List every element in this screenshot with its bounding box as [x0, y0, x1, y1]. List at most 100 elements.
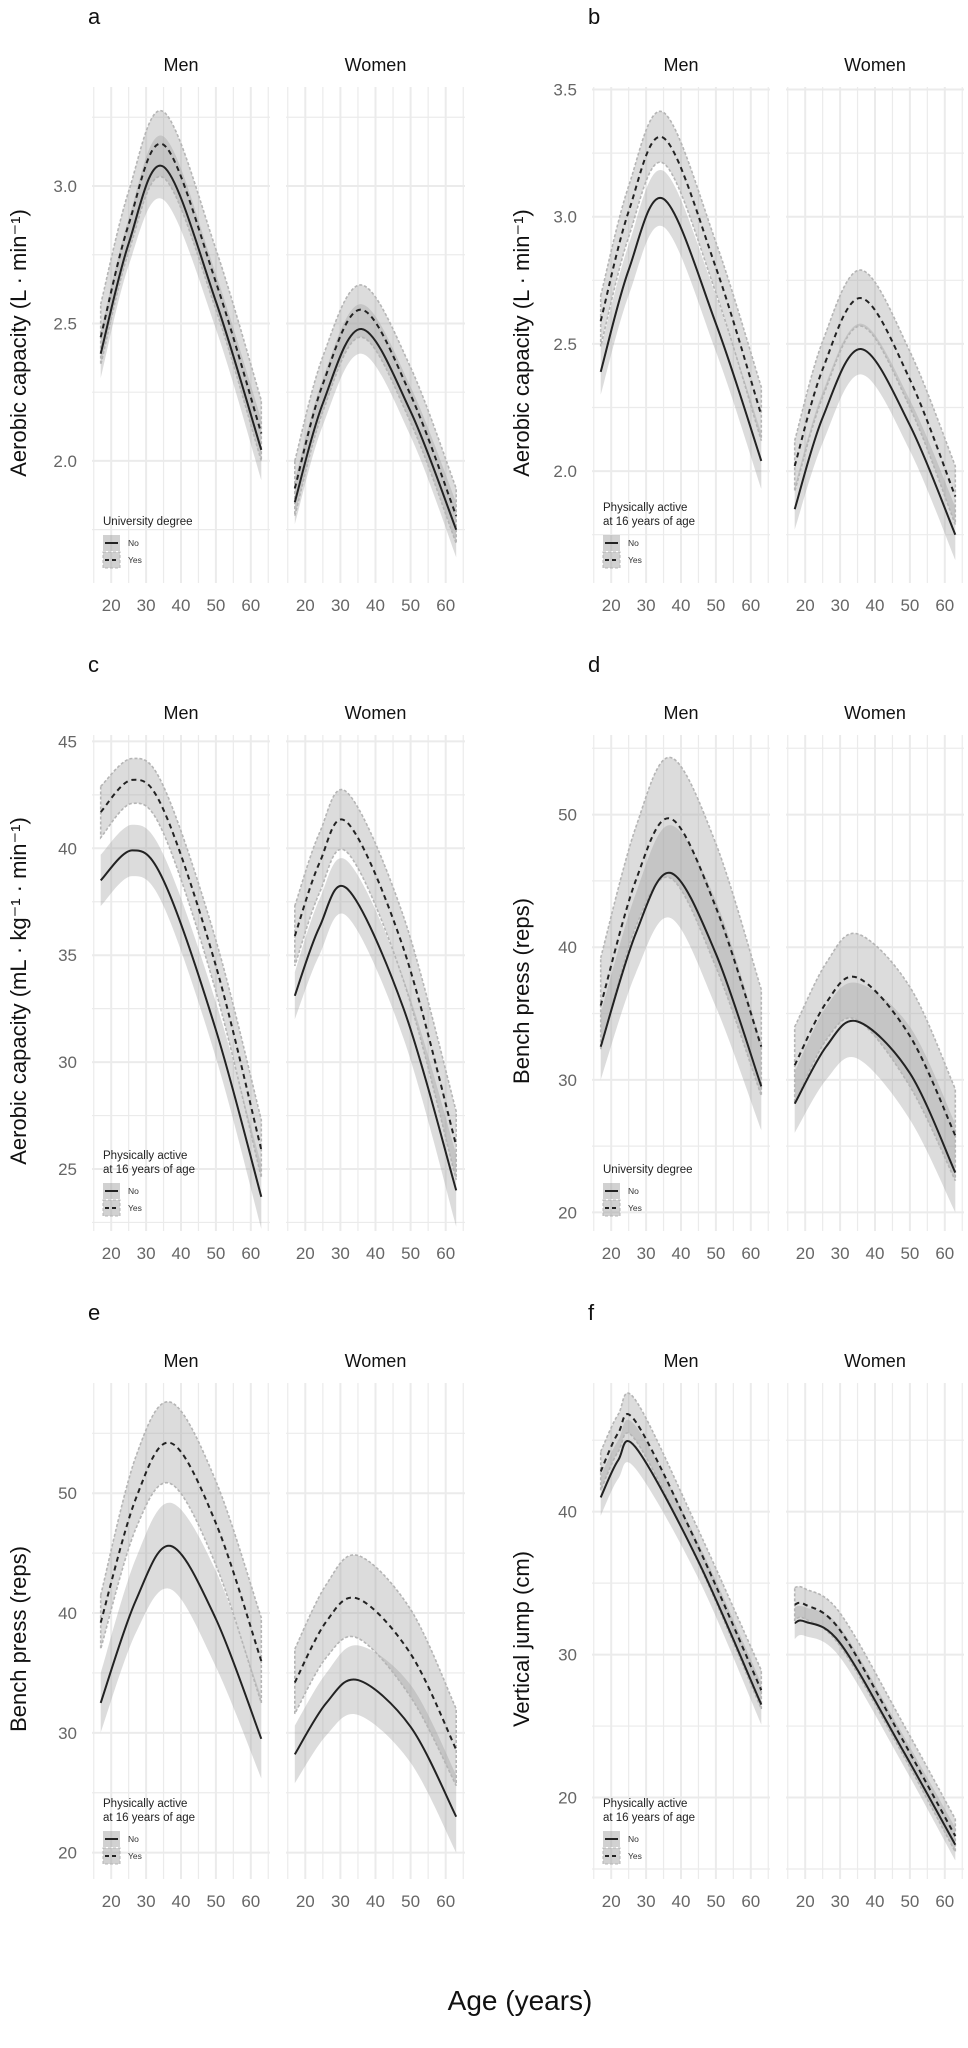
x-tick-label: 40: [172, 1244, 191, 1263]
fit-line-yes: [599, 1413, 763, 1691]
legend-key-box: [602, 1199, 621, 1217]
legend-label: Yes: [128, 1851, 142, 1861]
ci-band-no: [794, 1605, 956, 1861]
y-tick-label: 50: [58, 1484, 77, 1503]
y-tick-label: 25: [58, 1160, 77, 1179]
ci-band-yes: [599, 1392, 763, 1710]
panels: a Aerobic capacity (L · min⁻¹) 2.0 2.5 3.0 Me…: [6, 4, 964, 1911]
facet-women: Women 20 30 40 50 60: [286, 1351, 465, 1911]
x-tick-label: 40: [172, 1892, 191, 1911]
legend-label: Yes: [128, 555, 142, 565]
y-axis-title: Aerobic capacity (L · min⁻¹): [6, 209, 31, 477]
panel-c: c Aerobic capacity (mL · kg⁻¹ · min⁻¹) 25 3…: [6, 652, 465, 1263]
legend-label: No: [628, 538, 639, 548]
facet-strip-label: Women: [844, 1351, 906, 1371]
facet-strip-label: Men: [163, 55, 198, 75]
x-tick-label: 20: [602, 1892, 621, 1911]
y-tick-label: 20: [58, 1844, 77, 1863]
legend-key-box: [602, 1847, 621, 1865]
legend: Physically active at 16 years of age No Yes: [602, 1798, 695, 1865]
fit-line-yes: [99, 1441, 263, 1662]
x-tick-label: 30: [637, 1244, 656, 1263]
ci-band-no: [794, 982, 956, 1213]
fit-line-yes: [99, 778, 263, 1151]
x-tick-label: 60: [741, 1244, 760, 1263]
fit-line-no: [293, 885, 458, 1191]
x-tick-label: 40: [366, 1892, 385, 1911]
x-tick-label: 50: [706, 1244, 725, 1263]
legend-key-box: [102, 1199, 121, 1217]
y-axis-title: Aerobic capacity (mL · kg⁻¹ · min⁻¹): [6, 817, 31, 1165]
legend-title: at 16 years of age: [603, 516, 695, 528]
legend-title: at 16 years of age: [103, 1164, 195, 1176]
fit-line-no: [599, 1440, 763, 1706]
fit-line-no: [599, 196, 763, 462]
ci-band-yes: [599, 756, 763, 1096]
panel-d: d Bench press (reps) 20 30 40 50 Men 20 30 40 50 60…: [509, 652, 964, 1263]
ci-band-yes: [599, 110, 763, 441]
x-tick-label: 30: [137, 1244, 156, 1263]
facet-women: Women 20 30 40 50 60: [786, 1351, 964, 1911]
y-tick-label: 45: [58, 732, 77, 751]
x-tick-label: 60: [935, 596, 954, 615]
x-tick-label: 20: [796, 1244, 815, 1263]
y-axis-title: Vertical jump (cm): [509, 1551, 534, 1727]
x-tick-label: 20: [796, 596, 815, 615]
ci-band-yes: [99, 109, 263, 462]
legend-label: Yes: [628, 1203, 642, 1213]
x-tick-label: 60: [935, 1892, 954, 1911]
x-tick-label: 20: [796, 1892, 815, 1911]
ci-band-no: [100, 1502, 262, 1779]
facet-men: Men 20 30 40 50 60 University degree No Yes: [592, 703, 770, 1263]
ci-band-yes: [294, 1554, 457, 1786]
legend-label: Yes: [128, 1203, 142, 1213]
legend: Physically active at 16 years of age No Yes: [602, 502, 695, 569]
y-tick-label: 2.5: [553, 335, 577, 354]
fit-line-yes: [99, 142, 263, 434]
x-tick-label: 20: [102, 596, 121, 615]
legend: Physically active at 16 years of age No Yes: [102, 1150, 195, 1217]
y-tick-label: 40: [58, 839, 77, 858]
x-tick-label: 50: [401, 1892, 420, 1911]
panel-f: f Vertical jump (cm) 20 30 40 Men 20 30 40 50 60 Ph…: [509, 1300, 964, 1911]
y-axis-title: Bench press (reps): [6, 1546, 31, 1732]
panel-letter: e: [88, 1300, 100, 1325]
ci-band-yes: [793, 932, 957, 1181]
ci-band-no: [294, 858, 457, 1227]
legend-label: Yes: [628, 1851, 642, 1861]
legend: Physically active at 16 years of age No Yes: [102, 1798, 195, 1865]
x-tick-label: 30: [831, 596, 850, 615]
facet-men: Men 20 30 40 50 60 Physically active at 16 year…: [92, 1351, 270, 1911]
x-tick-label: 50: [206, 596, 225, 615]
y-tick-label: 3.0: [553, 208, 577, 227]
legend-title: University degree: [103, 516, 192, 528]
panel-letter: b: [588, 4, 600, 29]
legend-key-box: [602, 551, 621, 569]
ci-band-no: [600, 170, 762, 489]
facet-strip-label: Men: [663, 1351, 698, 1371]
ci-band-yes: [99, 1401, 263, 1704]
legend-label: No: [128, 538, 139, 548]
fit-line-yes: [293, 1596, 458, 1751]
fit-line-yes: [599, 817, 763, 1048]
x-tick-label: 30: [637, 596, 656, 615]
x-tick-label: 40: [866, 1244, 885, 1263]
facet-strip-label: Women: [345, 1351, 407, 1371]
x-tick-label: 60: [436, 1244, 455, 1263]
panel-letter: d: [588, 652, 600, 677]
ci-band-yes: [99, 757, 263, 1178]
legend-title: at 16 years of age: [103, 1812, 195, 1824]
y-tick-label: 50: [558, 806, 577, 825]
y-tick-label: 35: [58, 946, 77, 965]
x-tick-label: 60: [436, 596, 455, 615]
fit-line-no: [599, 871, 763, 1087]
y-tick-label: 20: [558, 1789, 577, 1808]
x-tick-label: 20: [102, 1892, 121, 1911]
facet-men: Men 20 30 40 50 60 University degree No Yes: [92, 55, 270, 615]
x-tick-label: 60: [741, 1892, 760, 1911]
x-tick-label: 20: [296, 1244, 315, 1263]
x-tick-label: 20: [602, 1244, 621, 1263]
panel-e: e Bench press (reps) 20 30 40 50 Men 20 30 40 50 60…: [6, 1300, 465, 1911]
facet-men: Men 20 30 40 50 60 Physically active at 16 year…: [92, 703, 270, 1263]
